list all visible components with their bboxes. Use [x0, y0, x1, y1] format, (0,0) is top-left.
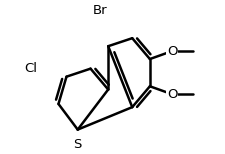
Text: O: O: [166, 88, 177, 101]
Text: O: O: [166, 45, 177, 57]
Text: Cl: Cl: [25, 62, 38, 75]
Text: Br: Br: [92, 4, 107, 16]
Text: S: S: [73, 138, 81, 151]
